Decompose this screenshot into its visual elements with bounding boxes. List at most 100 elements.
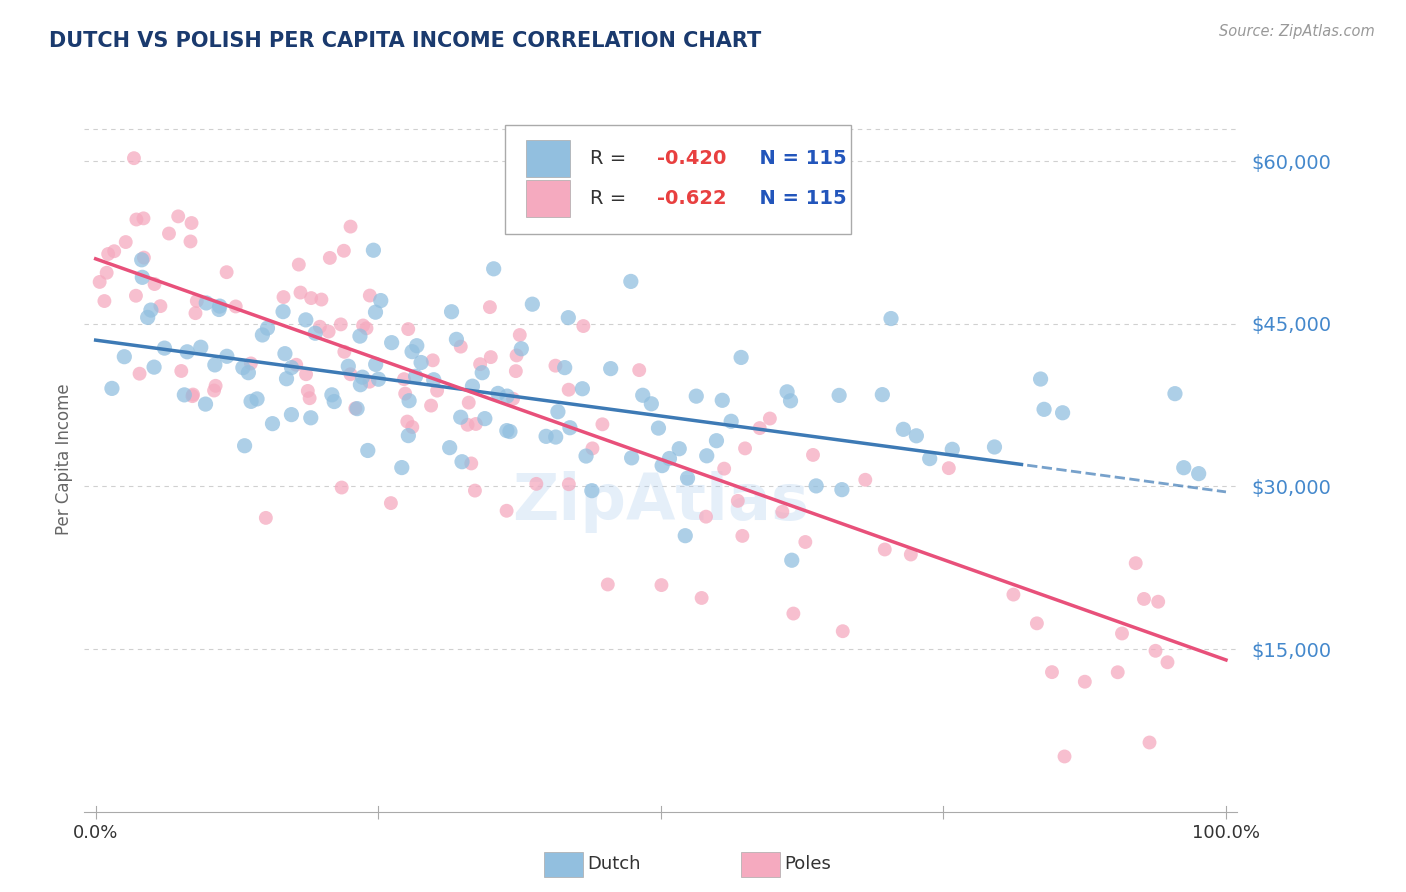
Point <box>1025 616 1047 631</box>
Point <box>779 393 801 408</box>
Point <box>396 428 419 442</box>
Point <box>131 270 153 285</box>
Point <box>558 477 581 491</box>
Text: -0.622: -0.622 <box>658 189 727 208</box>
Point <box>651 458 673 473</box>
Point <box>596 577 619 591</box>
Point <box>650 578 672 592</box>
Point <box>801 448 824 462</box>
Point <box>194 397 217 411</box>
Point <box>297 384 319 398</box>
FancyBboxPatch shape <box>526 180 569 217</box>
Point <box>274 346 297 360</box>
Point <box>167 210 190 224</box>
Text: DUTCH VS POLISH PER CAPITA INCOME CORRELATION CHART: DUTCH VS POLISH PER CAPITA INCOME CORREL… <box>49 31 762 51</box>
Point <box>640 397 662 411</box>
Point <box>1033 402 1056 417</box>
Point <box>1147 595 1170 609</box>
Text: N = 115: N = 115 <box>747 189 846 208</box>
Point <box>180 216 202 230</box>
Point <box>215 265 238 279</box>
Point <box>730 351 752 365</box>
Point <box>349 329 371 343</box>
Point <box>571 382 593 396</box>
Point <box>918 451 941 466</box>
Text: Poles: Poles <box>785 855 831 873</box>
Point <box>125 212 148 227</box>
Point <box>359 288 381 302</box>
Point <box>280 360 302 375</box>
Point <box>457 395 479 409</box>
Point <box>323 394 346 409</box>
Point <box>1139 735 1161 749</box>
Point <box>381 335 404 350</box>
Point <box>195 296 218 310</box>
Point <box>748 421 770 435</box>
Point <box>471 366 494 380</box>
FancyBboxPatch shape <box>526 140 569 177</box>
Point <box>262 417 284 431</box>
Point <box>304 326 326 341</box>
Point <box>558 421 581 435</box>
Point <box>1156 655 1178 669</box>
Point <box>668 442 690 456</box>
Point <box>356 321 378 335</box>
Point <box>780 553 803 567</box>
Point <box>685 389 707 403</box>
Point <box>468 357 491 371</box>
Point <box>873 542 896 557</box>
Point <box>396 322 419 336</box>
Point <box>101 381 124 395</box>
Point <box>900 548 922 562</box>
Point <box>1040 665 1063 680</box>
Point <box>204 379 226 393</box>
Point <box>720 414 742 428</box>
Point <box>893 422 915 436</box>
Point <box>299 291 322 305</box>
Point <box>510 342 533 356</box>
Point <box>457 417 479 432</box>
Point <box>1188 467 1211 481</box>
Point <box>731 529 754 543</box>
Point <box>1107 665 1129 680</box>
Point <box>136 310 159 325</box>
Point <box>1053 749 1076 764</box>
Point <box>394 386 416 401</box>
Point <box>125 289 148 303</box>
Point <box>673 529 696 543</box>
Point <box>93 293 115 308</box>
Text: N = 115: N = 115 <box>747 149 846 168</box>
Point <box>352 370 374 384</box>
Point <box>554 360 576 375</box>
Point <box>759 411 782 425</box>
Point <box>905 429 928 443</box>
Point <box>411 355 433 369</box>
Point <box>179 235 201 249</box>
Point <box>364 357 387 371</box>
Point <box>330 481 353 495</box>
Point <box>711 393 734 408</box>
Point <box>357 443 380 458</box>
Point <box>276 372 298 386</box>
Point <box>713 461 735 475</box>
Point <box>170 364 193 378</box>
Point <box>505 364 527 378</box>
Point <box>1074 674 1097 689</box>
Point <box>344 401 367 416</box>
Point <box>398 393 420 408</box>
Point <box>311 293 333 307</box>
Point <box>367 372 389 386</box>
Point <box>405 369 427 384</box>
Point <box>321 388 343 402</box>
Point <box>333 344 356 359</box>
Point <box>782 607 804 621</box>
Point <box>157 227 180 241</box>
Point <box>89 275 111 289</box>
Point <box>246 392 269 406</box>
Point <box>339 219 361 234</box>
Point <box>339 368 361 382</box>
Point <box>631 388 654 402</box>
Point <box>256 321 278 335</box>
Point <box>439 441 461 455</box>
Point <box>422 373 444 387</box>
